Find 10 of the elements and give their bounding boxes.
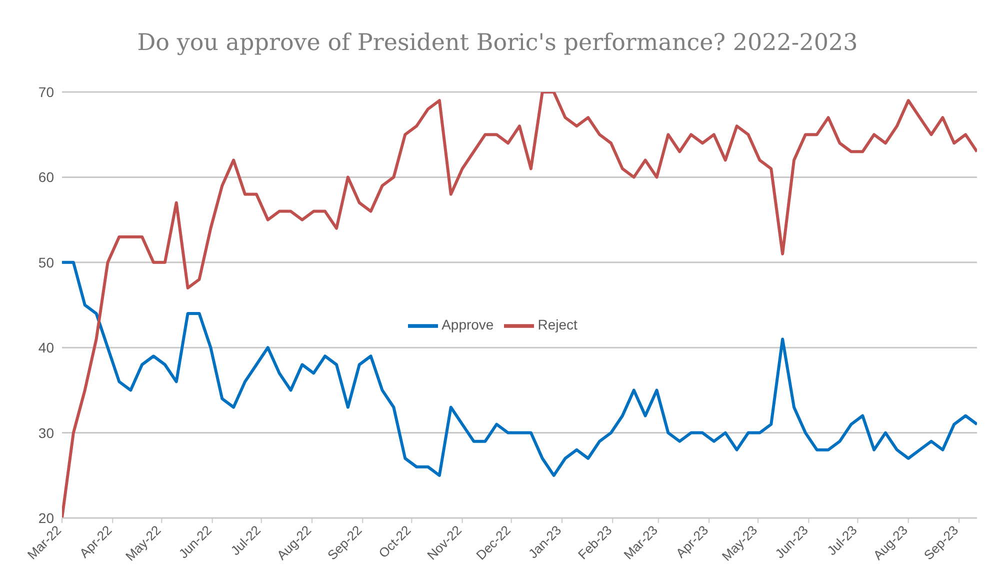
chart-title: Do you approve of President Boric's performance? 2022-2023 bbox=[136, 29, 859, 58]
y-tick-label: 50 bbox=[38, 254, 54, 270]
legend-label: Reject bbox=[538, 316, 578, 332]
y-tick-label: 20 bbox=[38, 510, 54, 526]
line-series bbox=[62, 260, 977, 477]
y-tick-label: 30 bbox=[38, 424, 54, 441]
legend-label: Approve bbox=[442, 316, 494, 332]
y-tick-label: 60 bbox=[38, 169, 54, 186]
y-tick-label: 70 bbox=[38, 84, 54, 100]
y-tick-label: 40 bbox=[38, 340, 54, 356]
